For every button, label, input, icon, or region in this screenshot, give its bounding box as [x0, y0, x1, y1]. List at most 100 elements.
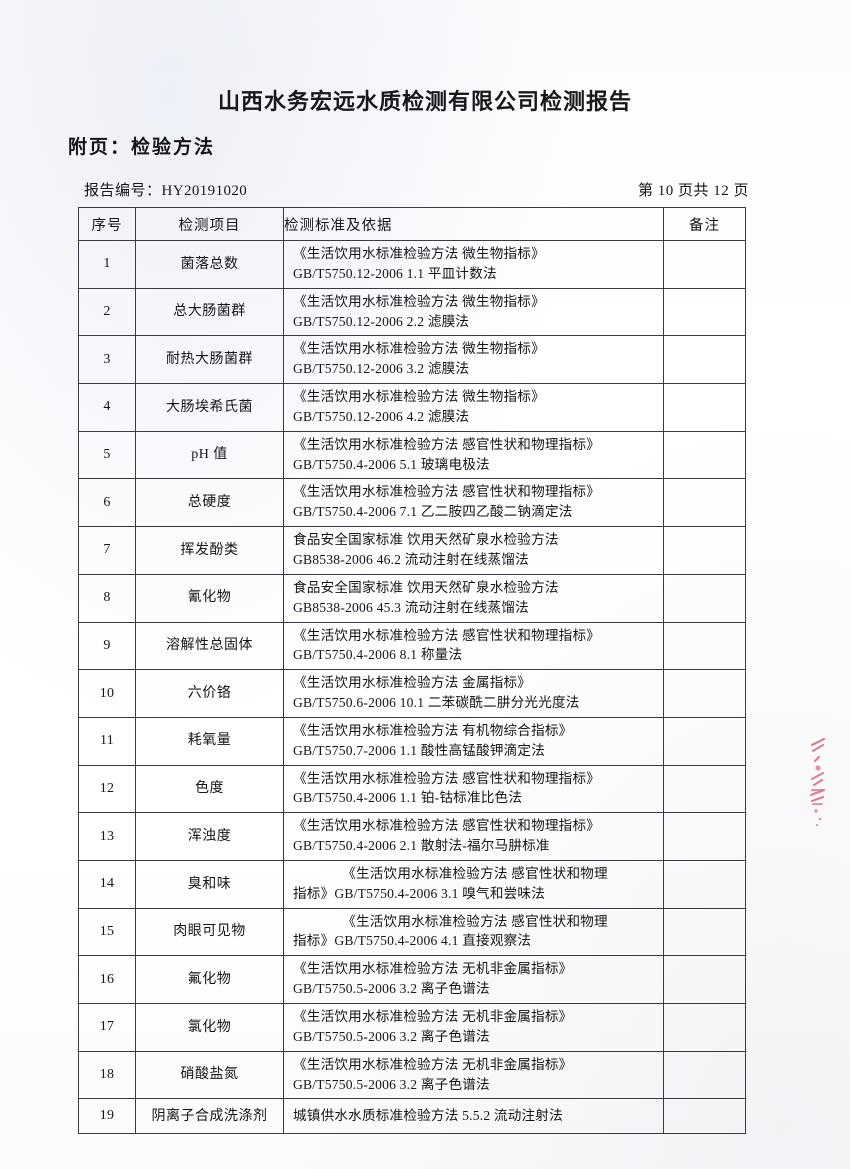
cell-item: 耗氧量: [135, 716, 284, 766]
report-number-label: 报告编号：: [84, 183, 162, 199]
cell-note: [663, 383, 746, 432]
cell-standard: 《生活饮用水标准检验方法 金属指标》 GB/T5750.6-2006 10.1 二…: [283, 669, 664, 718]
standard-line-2: GB/T5750.12-2006 3.2 滤膜法: [293, 361, 470, 377]
cell-item: 菌落总数: [135, 240, 284, 289]
standard-line-1: 《生活饮用水标准检验方法 感官性状和物理指标》: [293, 818, 601, 834]
table-row: 15 肉眼可见物 《生活饮用水标准检验方法 感官性状和物理 指标》GB/T5750.4…: [78, 907, 746, 957]
standard-line-2: GB/T5750.4-2006 7.1 乙二胺四乙酸二钠滴定法: [293, 504, 573, 520]
cell-item: 肉眼可见物: [135, 907, 284, 957]
cell-no: 3: [78, 335, 136, 385]
table-header: 序号 检测项目 检测标准及依据 备注: [78, 207, 746, 241]
cell-note: [663, 812, 746, 861]
cell-standard: 《生活饮用水标准检验方法 感官性状和物理指标》 GB/T5750.4-2006 7…: [283, 478, 664, 528]
cell-no: 12: [78, 764, 136, 814]
cell-item: 硝酸盐氮: [135, 1050, 284, 1100]
standard-line-2: GB/T5750.12-2006 2.2 滤膜法: [293, 313, 470, 329]
cell-standard: 《生活饮用水标准检验方法 感官性状和物理指标》 GB/T5750.4-2006 2…: [283, 812, 664, 861]
cell-no: 7: [78, 526, 136, 575]
cell-item: 总硬度: [135, 478, 284, 528]
cell-standard: 《生活饮用水标准检验方法 微生物指标》 GB/T5750.12-2006 2.2 …: [283, 287, 664, 337]
cell-note: [663, 240, 746, 289]
cell-standard: 城镇供水水质标准检验方法 5.5.2 流动注射法: [283, 1098, 664, 1135]
standard-line-1: 《生活饮用水标准检验方法 微生物指标》: [293, 246, 545, 261]
standard-line-2: GB/T5750.5-2006 3.2 离子色谱法: [293, 1076, 490, 1092]
standard-line-1: 《生活饮用水标准检验方法 无机非金属指标》: [293, 1009, 573, 1024]
table-row: 9 溶解性总固体 《生活饮用水标准检验方法 感官性状和物理指标》 GB/T5750.4…: [78, 621, 746, 671]
table-row: 3 耐热大肠菌群 《生活饮用水标准检验方法 微生物指标》 GB/T5750.12-20…: [78, 335, 746, 385]
cell-standard: 《生活饮用水标准检验方法 感官性状和物理指标》 GB/T5750.4-2006 5…: [283, 430, 664, 480]
cell-no: 11: [78, 716, 136, 766]
report-number-value: HY20191020: [161, 183, 248, 199]
cell-item: 耐热大肠菌群: [135, 335, 284, 385]
cell-note: [663, 1098, 746, 1135]
column-header-no: 序号: [78, 207, 136, 241]
table-row: 7 挥发酚类 食品安全国家标准 饮用天然矿泉水检验方法 GB8538-2006 46.…: [78, 526, 746, 575]
standard-line-2: GB/T5750.4-2006 2.1 散射法-福尔马肼标准: [293, 838, 550, 854]
table-row: 5 pH 值《生活饮用水标准检验方法 感官性状和物理指标》 GB/T5750.4-2…: [78, 430, 746, 480]
standard-line-2: GB8538-2006 45.3 流动注射在线蒸馏法: [293, 599, 529, 615]
report-number: 报告编号：HY20191020: [84, 179, 247, 200]
cell-note: [663, 621, 746, 671]
cell-standard: 《生活饮用水标准检验方法 有机物综合指标》 GB/T5750.7-2006 1.1…: [283, 716, 664, 766]
standard-line-1: 《生活饮用水标准检验方法 金属指标》: [293, 675, 532, 691]
cell-no: 6: [78, 478, 136, 528]
cell-item: 总大肠菌群: [135, 287, 284, 337]
report-meta-row: 报告编号：HY20191020 第 10 页共 12 页: [84, 179, 749, 200]
table-row: 19 阴离子合成洗涤剂 城镇供水水质标准检验方法 5.5.2 流动注射法: [78, 1098, 746, 1135]
table-row: 11 耗氧量 《生活饮用水标准检验方法 有机物综合指标》 GB/T5750.7-200…: [78, 716, 746, 766]
cell-no: 16: [78, 955, 136, 1004]
standard-line-1: 《生活饮用水标准检验方法 感官性状和物理: [342, 913, 608, 929]
cell-standard: 《生活饮用水标准检验方法 无机非金属指标》 GB/T5750.5-2006 3.2…: [283, 955, 664, 1004]
column-header-note: 备注: [663, 207, 746, 241]
standard-line-1: 《生活饮用水标准检验方法 微生物指标》: [293, 389, 545, 405]
cell-no: 13: [78, 812, 136, 861]
document-subtitle: 附页：检验方法: [68, 137, 216, 158]
cell-no: 1: [78, 240, 136, 289]
cell-item: 色度: [135, 764, 284, 814]
standard-line-2: GB/T5750.12-2006 4.2 滤膜法: [293, 408, 470, 424]
cell-note: [663, 478, 746, 528]
table-row: 4 大肠埃希氏菌 《生活饮用水标准检验方法 微生物指标》 GB/T5750.12-20…: [78, 383, 746, 432]
standard-line-1: 《生活饮用水标准检验方法 感官性状和物理: [342, 865, 608, 881]
cell-item: 挥发酚类: [135, 526, 284, 575]
table-row: 1 菌落总数 《生活饮用水标准检验方法 微生物指标》 GB/T5750.12-2006…: [78, 240, 746, 289]
standard-line-1: 《生活饮用水标准检验方法 无机非金属指标》: [293, 961, 573, 977]
table-row: 10 六价铬 《生活饮用水标准检验方法 金属指标》 GB/T5750.6-2006 1…: [78, 669, 746, 718]
column-header-item: 检测项目: [135, 207, 284, 241]
cell-item: 氯化物: [135, 1003, 284, 1052]
standard-line-1: 《生活饮用水标准检验方法 微生物指标》: [293, 293, 545, 309]
cell-standard: 《生活饮用水标准检验方法 微生物指标》 GB/T5750.12-2006 1.1 …: [283, 240, 664, 289]
standard-line-1: 《生活饮用水标准检验方法 无机非金属指标》: [293, 1056, 573, 1072]
cell-no: 4: [78, 383, 136, 432]
table-row: 2 总大肠菌群 《生活饮用水标准检验方法 微生物指标》 GB/T5750.12-200…: [78, 287, 746, 337]
cell-no: 15: [78, 907, 136, 957]
table-row: 8 氰化物 食品安全国家标准 饮用天然矿泉水检验方法 GB8538-2006 45.3…: [78, 573, 746, 623]
page-title: 山西水务宏远水质检测有限公司检测报告: [217, 89, 632, 114]
standard-line-2: GB/T5750.5-2006 3.2 离子色谱法: [293, 1028, 490, 1044]
column-header-standard: 检测标准及依据: [283, 207, 664, 241]
cell-item: 大肠埃希氏菌: [135, 383, 284, 432]
standard-line-2: GB/T5750.5-2006 3.2 离子色谱法: [293, 981, 490, 997]
table-row: 14 臭和味 《生活饮用水标准检验方法 感官性状和物理 指标》GB/T5750.4-2…: [78, 859, 746, 909]
cell-no: 9: [78, 621, 136, 671]
standard-line-2: GB/T5750.7-2006 1.1 酸性高锰酸钾滴定法: [293, 742, 545, 758]
cell-standard: 《生活饮用水标准检验方法 无机非金属指标》 GB/T5750.5-2006 3.2…: [283, 1050, 664, 1100]
cell-note: [663, 335, 746, 385]
standard-line-2: GB/T5750.4-2006 5.1 玻璃电极法: [293, 456, 490, 472]
cell-standard: 《生活饮用水标准检验方法 感官性状和物理指标》 GB/T5750.4-2006 8…: [283, 621, 664, 671]
cell-note: [663, 764, 746, 814]
test-methods-table: 序号 检测项目 检测标准及依据 备注 1 菌落总数 《生活饮用水标准检验方法 微生物…: [78, 207, 746, 1135]
cell-standard: 《生活饮用水标准检验方法 微生物指标》 GB/T5750.12-2006 3.2 …: [283, 335, 664, 385]
cell-note: [663, 573, 746, 623]
cell-item: 臭和味: [135, 859, 284, 909]
table-body: 1 菌落总数 《生活饮用水标准检验方法 微生物指标》 GB/T5750.12-2006…: [78, 240, 746, 1135]
cell-note: [663, 430, 746, 480]
cell-standard: 食品安全国家标准 饮用天然矿泉水检验方法 GB8538-2006 46.2 流动注…: [283, 526, 664, 575]
standard-line-2: GB/T5750.4-2006 1.1 铂-钴标准比色法: [293, 790, 523, 806]
cell-standard: 食品安全国家标准 饮用天然矿泉水检验方法 GB8538-2006 45.3 流动注…: [283, 573, 664, 623]
cell-note: [663, 859, 746, 909]
standard-line-2: 指标》GB/T5750.4-2006 3.1 嗅气和尝味法: [293, 885, 545, 901]
cell-note: [663, 907, 746, 957]
standard-line-1: 食品安全国家标准 饮用天然矿泉水检验方法: [293, 579, 559, 595]
